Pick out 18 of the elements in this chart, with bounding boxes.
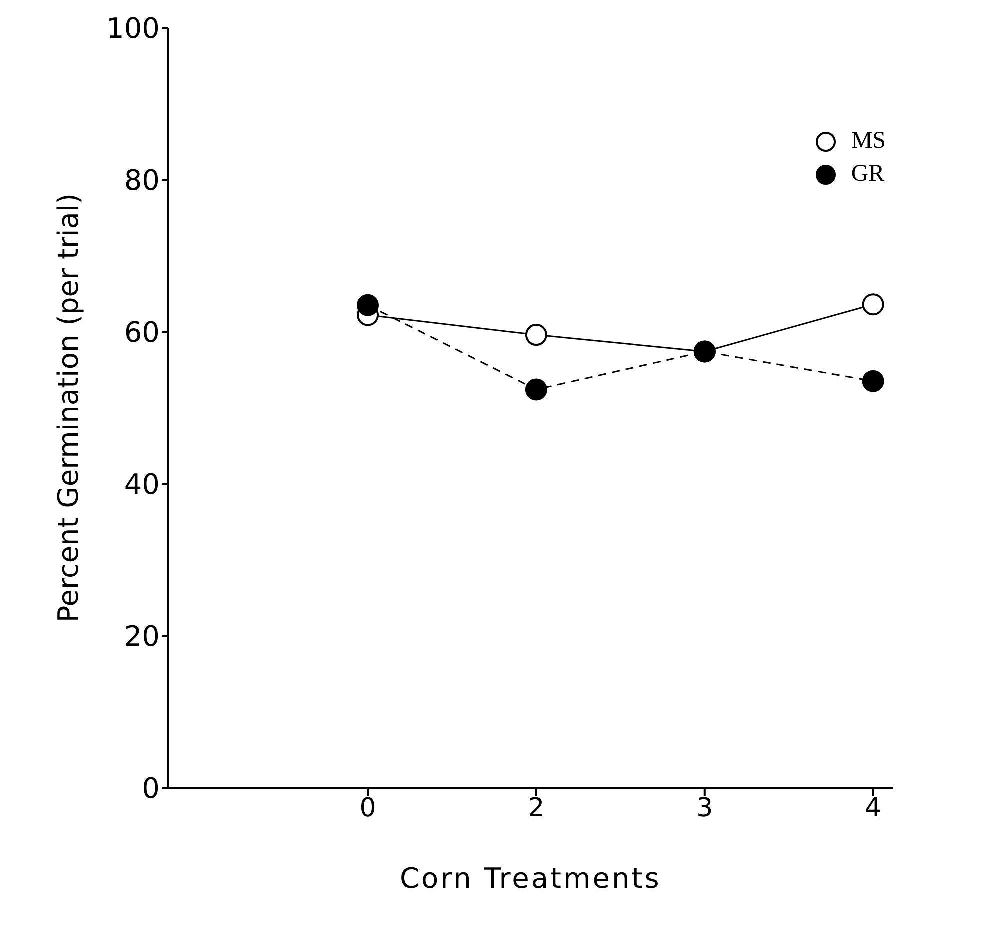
y-tick-label: 40 — [124, 468, 160, 501]
x-tick-label: 3 — [696, 793, 714, 824]
point — [525, 378, 548, 401]
y-tick-label: 60 — [124, 316, 160, 349]
point — [862, 294, 884, 316]
y-tick-label: 100 — [106, 12, 160, 45]
legend-label: GR — [851, 161, 885, 188]
y-tick-label: 80 — [124, 164, 160, 197]
point — [525, 324, 548, 346]
x-axis-title: Corn Treatments — [400, 862, 662, 895]
point — [862, 370, 884, 392]
x-tick-label: 4 — [865, 793, 882, 824]
point — [357, 294, 379, 316]
x-tick-label: 2 — [528, 793, 545, 824]
y-tick-label: 20 — [124, 620, 160, 653]
y-axis-title: Percent Germination (per trial) — [52, 193, 85, 623]
legend-label: MS — [851, 128, 886, 155]
x-tick-label: 0 — [360, 793, 376, 824]
